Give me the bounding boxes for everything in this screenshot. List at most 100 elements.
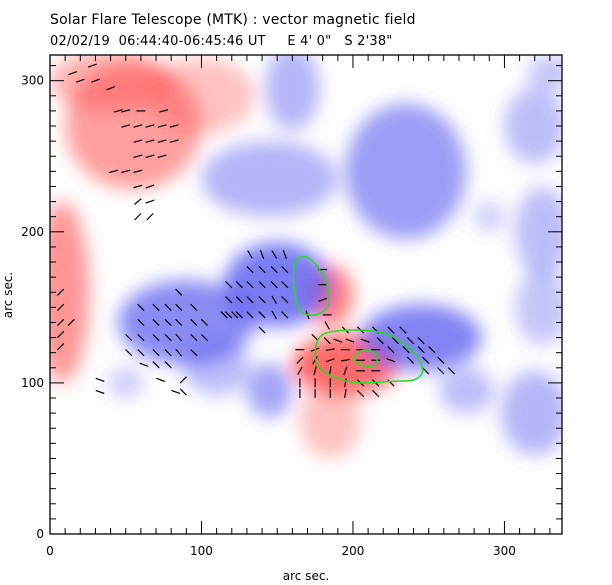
field-vector xyxy=(235,281,243,289)
field-vector xyxy=(56,288,65,296)
x-tick-label: 0 xyxy=(46,544,54,558)
field-vector xyxy=(376,336,384,345)
field-vector xyxy=(56,318,65,327)
field-vector xyxy=(406,356,415,364)
field-vector xyxy=(134,213,142,221)
field-vector xyxy=(391,336,399,345)
field-vector xyxy=(157,154,167,158)
field-vector xyxy=(344,378,347,388)
field-vector xyxy=(324,321,330,330)
field-vector xyxy=(323,336,331,345)
field-vector xyxy=(447,367,456,375)
plot-frame xyxy=(49,54,563,535)
polarity-region-negative xyxy=(474,201,505,232)
field-vector xyxy=(281,311,289,319)
field-vector xyxy=(137,303,145,311)
field-vector xyxy=(137,333,145,342)
field-vector xyxy=(171,389,181,395)
field-vector xyxy=(109,169,119,174)
field-vector xyxy=(56,330,65,339)
field-vector xyxy=(387,379,395,387)
field-vector xyxy=(68,71,78,76)
field-vector xyxy=(95,377,105,382)
field-vector xyxy=(200,333,209,342)
polarity-region-negative xyxy=(107,367,144,399)
field-vector xyxy=(225,296,233,304)
polarity-region-negative xyxy=(360,304,482,371)
field-vector xyxy=(190,349,198,357)
field-vector xyxy=(225,281,233,289)
polarity-region-negative xyxy=(515,269,562,346)
contours xyxy=(292,255,424,384)
polarity-region-positive xyxy=(50,55,172,111)
field-vector xyxy=(145,184,155,189)
field-vector xyxy=(259,250,265,259)
field-vector xyxy=(87,63,97,68)
field-vector xyxy=(225,311,233,319)
polarity-region-negative xyxy=(504,88,562,164)
field-vector xyxy=(231,311,239,319)
field-vector xyxy=(271,295,277,304)
field-vector xyxy=(270,265,278,274)
polarity-region-positive xyxy=(148,58,255,134)
field-vector xyxy=(56,343,65,351)
field-vector xyxy=(258,265,266,274)
field-vector xyxy=(175,303,183,311)
field-vector xyxy=(113,109,123,113)
field-vector xyxy=(159,109,169,113)
field-vector xyxy=(281,265,289,274)
vector-field xyxy=(56,63,456,399)
polarity-region-negative xyxy=(201,141,338,217)
field-vector xyxy=(164,303,172,311)
field-vector xyxy=(325,348,335,352)
field-vector xyxy=(133,124,143,128)
polarity-region-negative xyxy=(265,55,320,131)
field-vector xyxy=(175,288,183,296)
field-vector xyxy=(406,336,415,345)
field-vector xyxy=(258,326,266,334)
polarity-region-negative xyxy=(345,103,467,240)
polarity-region-negative xyxy=(246,363,293,418)
field-vector xyxy=(152,349,160,357)
field-vector xyxy=(246,311,254,319)
field-vector xyxy=(125,349,133,357)
field-vector xyxy=(121,169,131,174)
field-vector xyxy=(133,139,143,143)
field-vector xyxy=(133,154,143,158)
field-vector xyxy=(296,356,304,364)
field-vector xyxy=(67,318,75,327)
field-vector xyxy=(145,124,155,128)
field-vector xyxy=(220,311,228,319)
contour-north xyxy=(292,255,330,317)
field-vector xyxy=(121,109,131,113)
field-vector xyxy=(281,281,289,289)
field-vector xyxy=(297,366,303,376)
field-vector xyxy=(387,326,395,334)
field-vector xyxy=(91,78,100,83)
field-vector xyxy=(121,124,131,128)
field-vector xyxy=(145,199,155,204)
field-vector xyxy=(345,338,355,343)
field-vector xyxy=(271,310,277,320)
field-vector xyxy=(387,346,395,354)
field-vector xyxy=(137,349,145,357)
field-vector xyxy=(164,361,172,369)
field-vector xyxy=(133,169,143,174)
field-vector xyxy=(190,303,198,311)
field-vector xyxy=(402,346,410,354)
field-vector xyxy=(145,154,155,158)
field-vector xyxy=(313,366,317,376)
field-vector xyxy=(133,184,143,189)
contour-south-outer xyxy=(314,329,424,384)
field-vector xyxy=(175,348,183,357)
axes: 0 100 200 300 0 100 200 300 xyxy=(21,54,563,558)
field-vector xyxy=(344,388,347,399)
field-vector xyxy=(152,361,160,369)
x-tick-label: 200 xyxy=(342,544,365,558)
field-vector xyxy=(437,356,445,364)
y-tick-label: 100 xyxy=(21,376,44,390)
field-vector xyxy=(399,326,407,334)
field-vector xyxy=(157,124,167,128)
chart-title: Solar Flare Telescope (MTK) : vector mag… xyxy=(50,12,416,28)
